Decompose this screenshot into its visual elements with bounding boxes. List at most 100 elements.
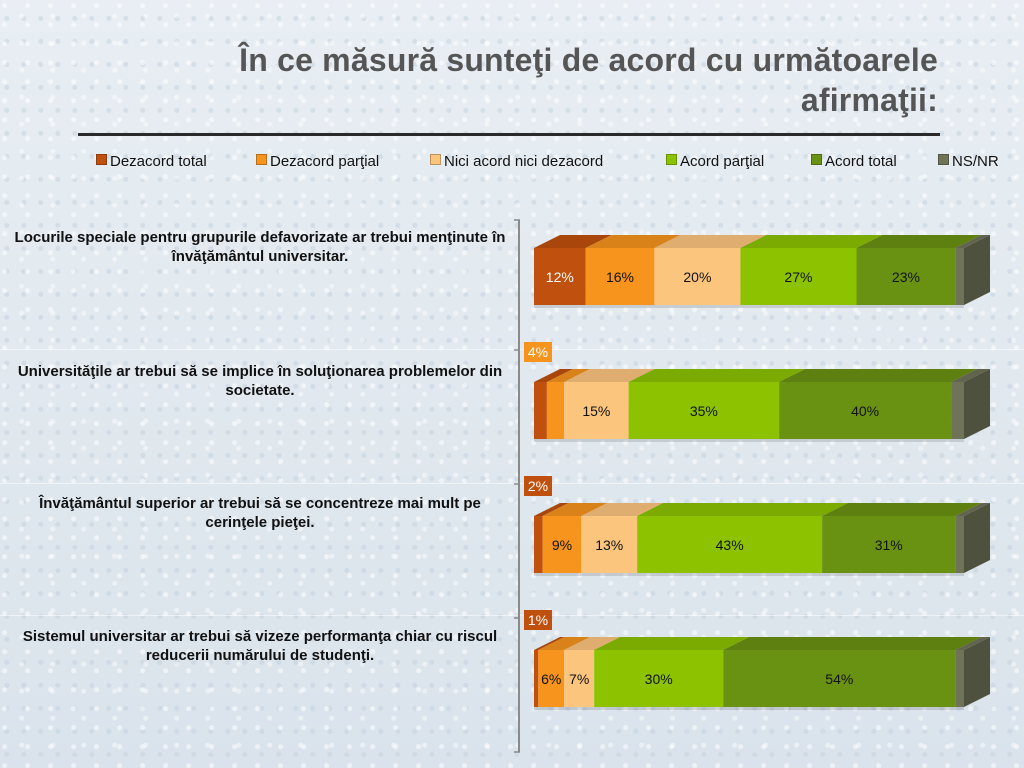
bar-segment <box>534 369 573 439</box>
bar-top-face <box>955 503 990 516</box>
bar-top-face <box>585 235 681 248</box>
bar-front-face <box>779 382 952 439</box>
legend-swatch <box>811 154 822 165</box>
legend-item: Acord parţial <box>666 153 764 170</box>
bar-segment <box>955 235 990 305</box>
bar-segment <box>955 503 990 573</box>
data-label: 13% <box>595 537 623 553</box>
legend-label: Nici acord nici dezacord <box>444 153 604 170</box>
legend-item: Nici acord nici dezacord <box>430 153 603 170</box>
data-label: 7% <box>569 671 589 687</box>
legend-label: Acord parţial <box>680 153 765 170</box>
bar-front-face <box>585 248 655 305</box>
bar-top-face <box>654 235 767 248</box>
legend-swatch <box>666 154 677 165</box>
bar-front-face <box>564 382 629 439</box>
data-label: 4% <box>528 344 548 360</box>
bar-side-face <box>964 235 990 305</box>
bar-top-face <box>564 369 655 382</box>
category-label-2: Universităţile ar trebui să se implice î… <box>17 363 503 399</box>
bar-shadow <box>534 573 964 576</box>
bar-front-face <box>637 516 823 573</box>
data-label: 16% <box>606 269 634 285</box>
bar-front-face <box>534 248 586 305</box>
bar-top-face <box>628 369 806 382</box>
data-label: 31% <box>875 537 903 553</box>
bar-front-face <box>628 382 780 439</box>
title-line-1: În ce măsură sunteţi de acord cu următoa… <box>239 42 938 78</box>
bar-segment <box>740 235 883 305</box>
bar-front-face <box>723 650 956 707</box>
data-label-box <box>524 610 552 630</box>
bar-top-face <box>594 637 750 650</box>
data-label-callout: 4% <box>524 342 552 362</box>
legend-item: Acord total <box>811 153 897 170</box>
legend-swatch <box>96 154 107 165</box>
bar-side-face <box>964 637 990 707</box>
data-label: 23% <box>892 269 920 285</box>
bar-segment <box>594 637 750 707</box>
legend-label: NS/NR <box>952 153 999 170</box>
chart-legend: Dezacord total Dezacord parţial Nici acord… <box>96 153 1016 173</box>
bar-segment <box>628 369 806 439</box>
bar-front-face <box>581 516 638 573</box>
bar-top-face <box>534 637 565 650</box>
bar-front-face <box>542 516 582 573</box>
category-label-1: Locurile speciale pentru grupurile defav… <box>14 229 506 265</box>
bar-front-face <box>955 516 964 573</box>
bar-front-face <box>546 382 565 439</box>
bar-segment <box>856 235 982 305</box>
data-label-callout: 2% <box>524 476 552 496</box>
bar-front-face <box>955 248 964 305</box>
legend-label: Acord total <box>825 153 897 170</box>
bar-shadow <box>534 305 964 308</box>
bar-front-face <box>594 650 724 707</box>
data-label: 12% <box>546 269 574 285</box>
bar-top-face <box>637 503 849 516</box>
data-label: 1% <box>528 612 548 628</box>
bar-segment <box>822 503 982 573</box>
bar-front-face <box>654 248 741 305</box>
data-label-box <box>524 342 552 362</box>
bar-top-face <box>951 369 990 382</box>
data-label: 15% <box>582 403 610 419</box>
legend-item: Dezacord total <box>96 153 207 170</box>
bar-side-face <box>964 503 990 573</box>
title-underline <box>78 133 940 136</box>
bar-segment <box>564 637 621 707</box>
bar-segment <box>654 235 767 305</box>
data-label: 35% <box>690 403 718 419</box>
category-label-4: Sistemul universitar ar trebui să vizeze… <box>22 628 498 664</box>
bar-front-face <box>538 650 565 707</box>
bar-segment <box>542 503 608 573</box>
data-label: 40% <box>851 403 879 419</box>
bar-top-face <box>740 235 883 248</box>
bar-front-face <box>534 650 539 707</box>
bar-front-face <box>564 650 595 707</box>
bar-top-face <box>534 503 569 516</box>
data-label: 6% <box>541 671 561 687</box>
row-separator <box>0 615 1024 616</box>
bar-top-face <box>538 637 591 650</box>
bar-front-face <box>955 650 964 707</box>
bar-segment <box>581 503 664 573</box>
data-label-callout: 1% <box>524 610 552 630</box>
bar-side-face <box>964 369 990 439</box>
bar-front-face <box>534 516 543 573</box>
bar-top-face <box>564 637 621 650</box>
bar-segment <box>637 503 849 573</box>
bar-segment <box>951 369 990 439</box>
bar-segment <box>564 369 655 439</box>
data-label: 2% <box>528 478 548 494</box>
row-separator <box>0 483 1024 484</box>
chart-title: În ce măsură sunteţi de acord cu următoa… <box>160 40 938 120</box>
data-label: 20% <box>683 269 711 285</box>
bar-segment <box>955 637 990 707</box>
bar-top-face <box>546 369 591 382</box>
data-label: 54% <box>825 671 853 687</box>
bar-top-face <box>779 369 978 382</box>
legend-label: Dezacord parţial <box>270 153 380 170</box>
bar-segment <box>546 369 591 439</box>
bar-shadow <box>534 439 964 442</box>
bar-segment <box>585 235 681 305</box>
